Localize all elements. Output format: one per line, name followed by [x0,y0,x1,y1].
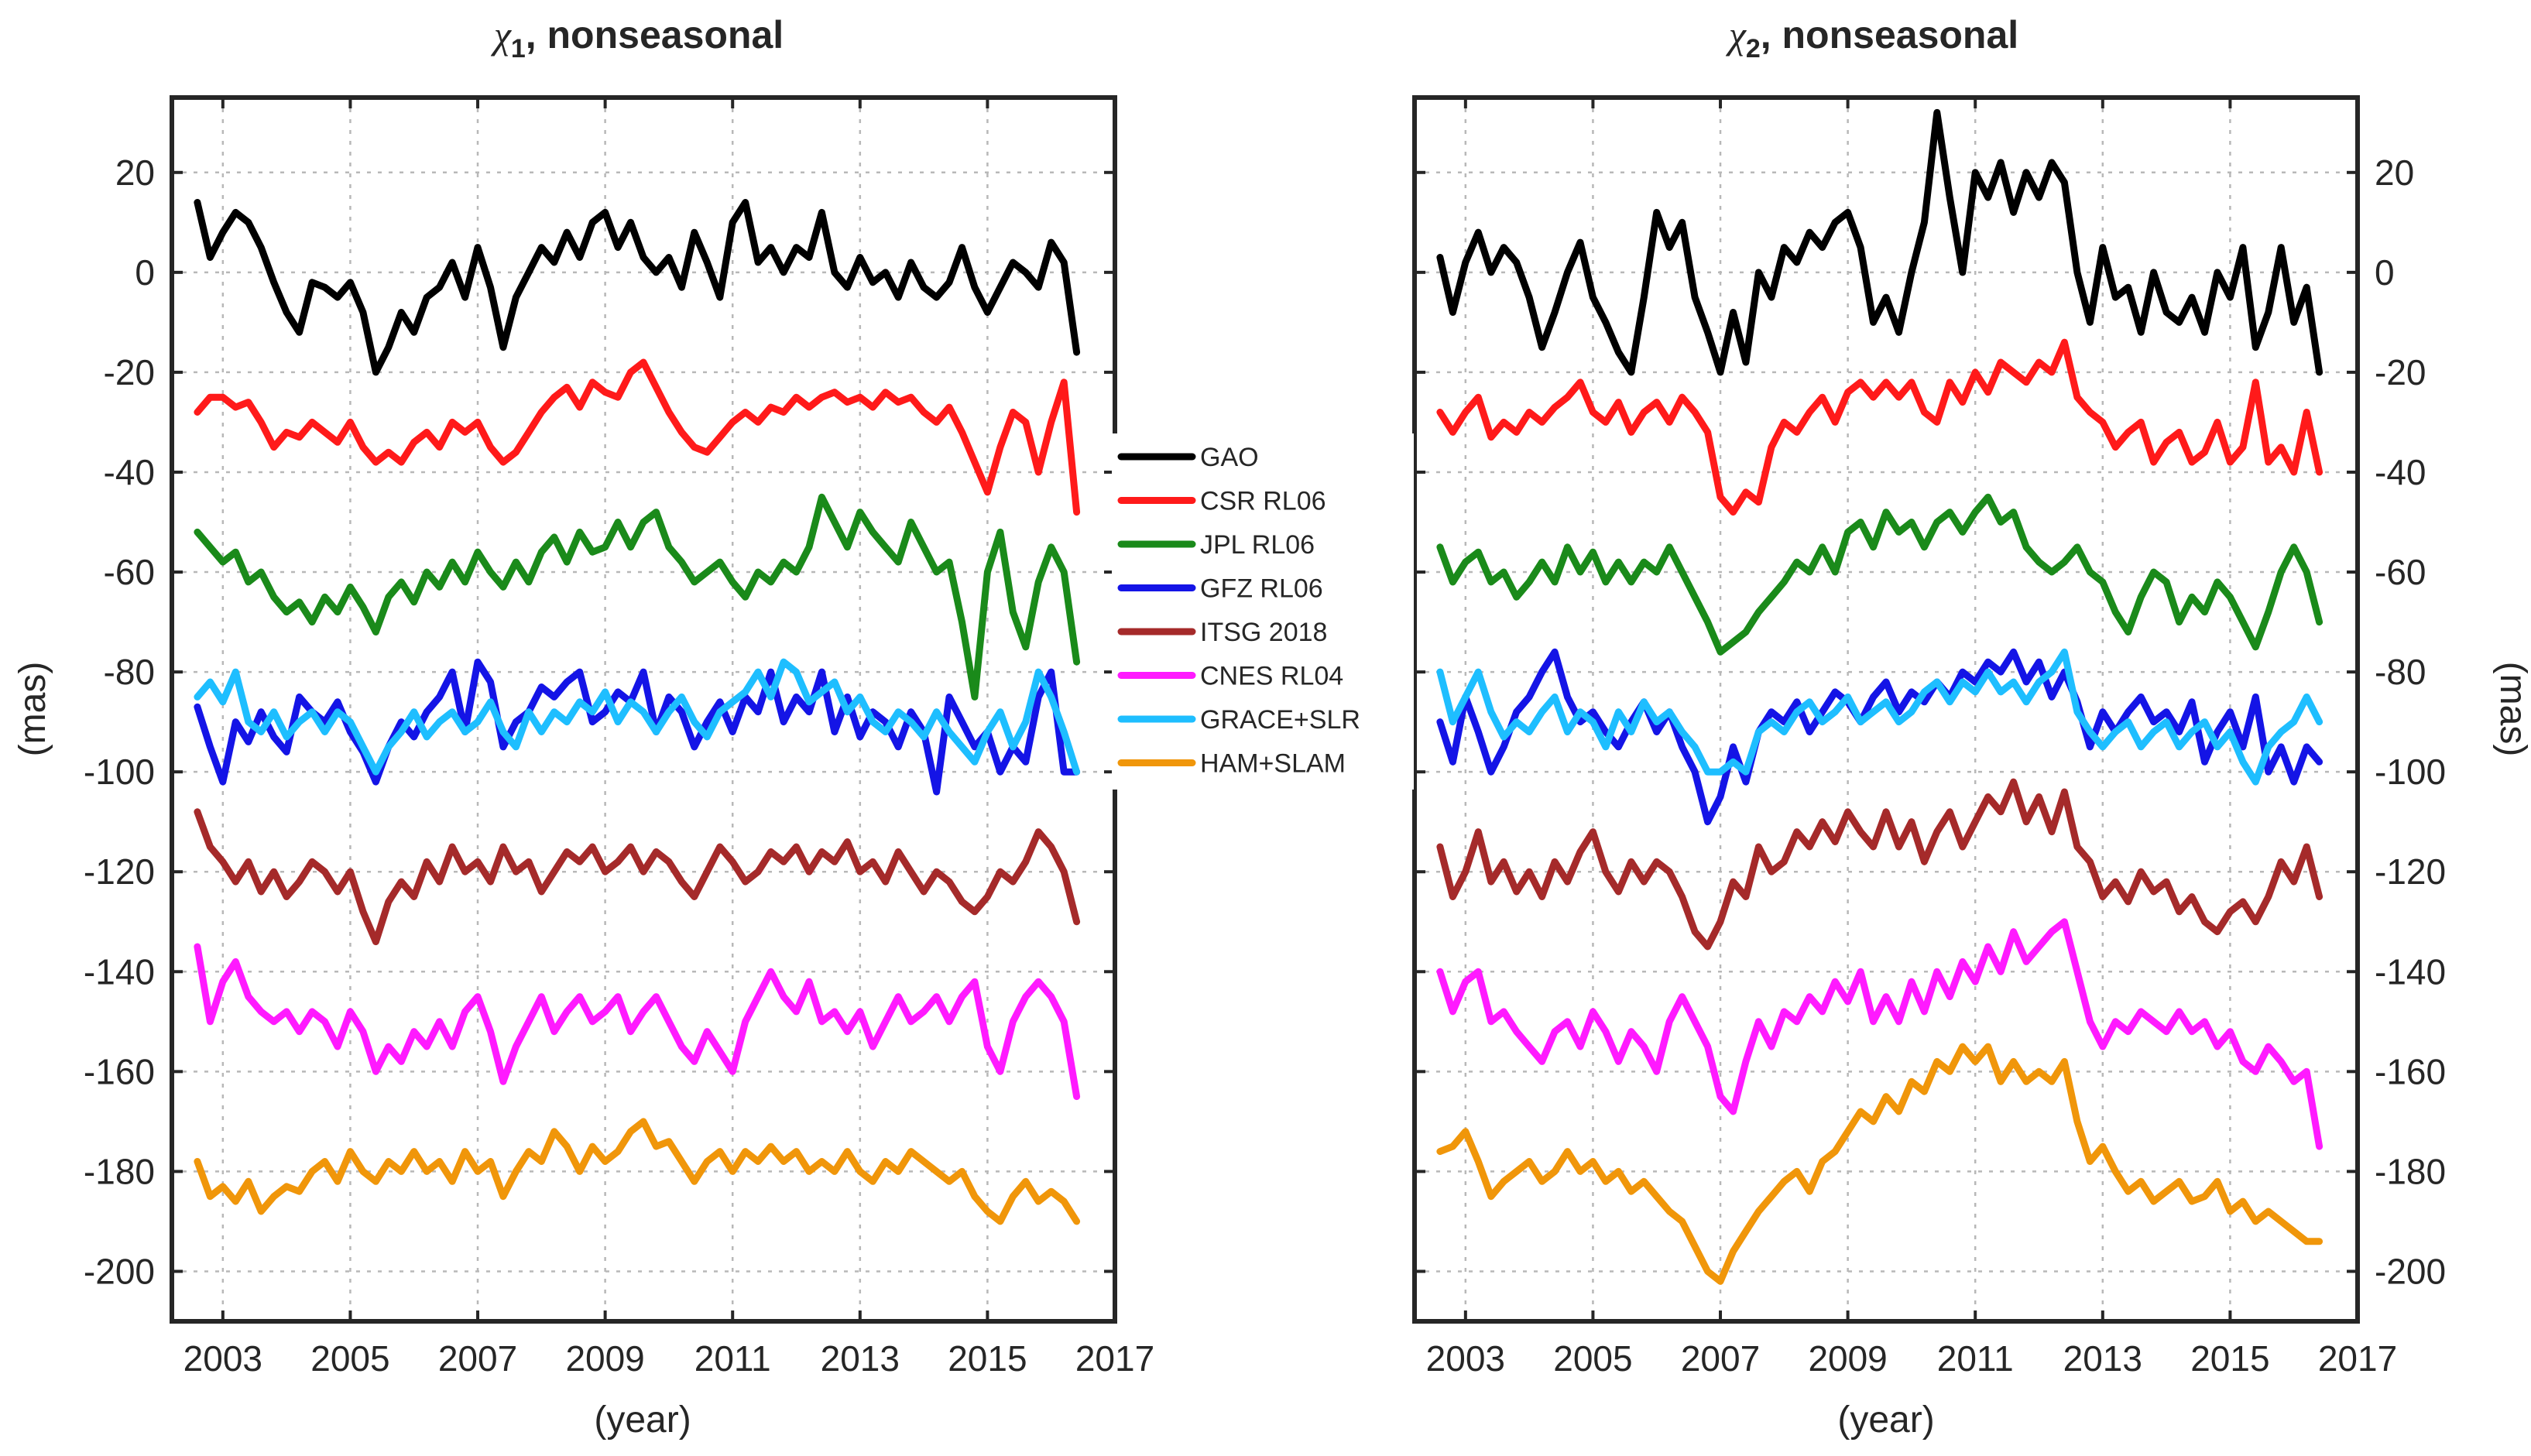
chi1-title-rest: , nonseasonal [526,13,784,57]
chi2-x-tick-label: 2017 [2318,1338,2397,1379]
chi2-x-tick-label: 2003 [1426,1338,1505,1379]
chi1-series-jpl-rl06 [194,493,1081,701]
chi2-y-tick-label: -40 [2375,452,2426,492]
chi2-series-grace-slr [1436,648,2324,786]
chi1-series-group [194,199,1081,1225]
chi1-series-itsg-2018 [194,808,1081,946]
chi1-series-csr-rl06 [194,358,1081,516]
chi1-y-tick-label: -60 [104,552,155,592]
chi2-y-tick-label: -140 [2375,951,2446,992]
chi1-title-subscript: 1 [511,34,526,63]
chi2-y-tick-label: -160 [2375,1051,2446,1091]
legend-items: GAO CSR RL06 JPL RL06 GFZ RL06 ITSG 2018 CNES… [1117,443,1360,779]
chi2-y-tick-label: -100 [2375,752,2446,792]
legend-label-jpl-rl06: JPL RL06 [1200,530,1315,560]
chi1-y-tick-label: 20 [115,152,155,193]
chi1-ticks: 2003 2005 2007 2009 2011 2013 2015 2017 20 0 -20 -4… [84,98,1154,1379]
chi2-y-tick-label: 0 [2375,252,2395,293]
chi2-x-tick-label: 2009 [1808,1338,1887,1379]
chi1-y-tick-label: -80 [104,652,155,692]
chi2-x-tick-label: 2005 [1553,1338,1632,1379]
chi1-x-tick-label: 2013 [821,1338,900,1379]
chi2-title-rest: , nonseasonal [1761,13,2018,57]
legend-label-gfz-rl06: GFZ RL06 [1200,574,1323,604]
chi2-x-tick-label: 2013 [2063,1338,2142,1379]
legend-background [1112,433,1414,790]
chi1-x-tick-label: 2015 [948,1338,1027,1379]
chi2-x-tick-label: 2011 [1937,1338,2014,1379]
legend-item-gao: GAO [1117,443,1259,472]
chi1-y-tick-label: -200 [84,1251,155,1291]
chi1-y-tick-label: 0 [135,252,155,293]
legend-item-itsg-2018: ITSG 2018 [1117,618,1327,647]
legend-item-ham-slam: HAM+SLAM [1117,749,1346,779]
chi2-y-tick-label: 20 [2375,152,2414,193]
chi1-panel: χ1, nonseasonal 2003 2005 2007 2009 2011 2013… [12,13,1154,1441]
chi1-x-tick-label: 2017 [1075,1338,1154,1379]
chi2-panel: χ2, nonseasonal 2003 2005 2007 2009 2011 2013… [1412,13,2531,1441]
chi2-y-tick-label: -180 [2375,1151,2446,1191]
chi1-x-axis-label: (year) [594,1399,691,1441]
legend-item-csr-rl06: CSR RL06 [1117,487,1326,516]
legend-item-grace-slr: GRACE+SLR [1117,705,1360,735]
chi2-series-itsg-2018 [1436,778,2324,951]
chi2-title-symbol: χ [1726,13,1747,57]
chi2-y-tick-label: -60 [2375,552,2426,592]
chi2-x-axis-label: (year) [1837,1399,1934,1441]
chi2-series-cnes-rl04 [1436,918,2324,1150]
chi1-title: χ1, nonseasonal [491,13,784,63]
chi1-series-cnes-rl04 [194,943,1081,1101]
chi1-title-symbol: χ [491,13,513,57]
chi2-series-jpl-rl06 [1436,493,2324,656]
legend-label-gao: GAO [1200,443,1259,472]
chi2-series-group [1436,108,2324,1285]
legend-item-cnes-rl04: CNES RL04 [1117,662,1343,691]
chi1-x-tick-label: 2005 [310,1338,389,1379]
chi1-y-tick-label: -180 [84,1151,155,1191]
chi2-ticks: 2003 2005 2007 2009 2011 2013 2015 2017 20 0 -20 -4… [1415,98,2446,1379]
chi2-y-tick-label: -80 [2375,652,2426,692]
legend-label-csr-rl06: CSR RL06 [1200,487,1326,516]
legend-label-cnes-rl04: CNES RL04 [1200,662,1343,691]
chi2-y-tick-label: -200 [2375,1251,2446,1291]
chi2-series-gao [1436,108,2324,376]
chi1-x-tick-label: 2011 [694,1338,771,1379]
chi2-title-subscript: 2 [1746,34,1761,63]
chi1-series-gao [194,199,1081,376]
legend-item-jpl-rl06: JPL RL06 [1117,530,1315,560]
chi2-y-tick-label: -20 [2375,352,2426,392]
chi1-y-tick-label: -100 [84,752,155,792]
chi2-plot-frame [1412,95,2360,1324]
chi1-x-tick-label: 2009 [565,1338,644,1379]
chi2-series-csr-rl06 [1436,338,2324,516]
chi2-y-axis-label: (mas) [2492,662,2531,757]
chi1-y-tick-label: -40 [104,452,155,492]
legend-item-gfz-rl06: GFZ RL06 [1117,574,1323,604]
chi1-x-tick-label: 2007 [438,1338,517,1379]
legend-label-itsg-2018: ITSG 2018 [1200,618,1327,647]
chi2-title: χ2, nonseasonal [1726,13,2018,63]
chi2-x-tick-label: 2015 [2190,1338,2269,1379]
chi1-series-ham-slam [194,1118,1081,1225]
chi1-y-tick-label: -120 [84,851,155,892]
chi1-y-tick-label: -20 [104,352,155,392]
chi2-y-tick-label: -120 [2375,851,2446,892]
chi1-y-axis-label: (mas) [12,662,53,757]
legend-label-ham-slam: HAM+SLAM [1200,749,1346,779]
chi2-series-ham-slam [1436,1043,2324,1285]
chi1-y-tick-label: -160 [84,1051,155,1091]
chi1-series-grace-slr [194,658,1081,776]
chi1-x-tick-label: 2003 [183,1338,262,1379]
chi2-x-tick-label: 2007 [1681,1338,1760,1379]
legend-label-grace-slr: GRACE+SLR [1200,705,1360,735]
chi1-y-tick-label: -140 [84,951,155,992]
legend: GAO CSR RL06 JPL RL06 GFZ RL06 ITSG 2018 CNES… [1112,433,1414,790]
